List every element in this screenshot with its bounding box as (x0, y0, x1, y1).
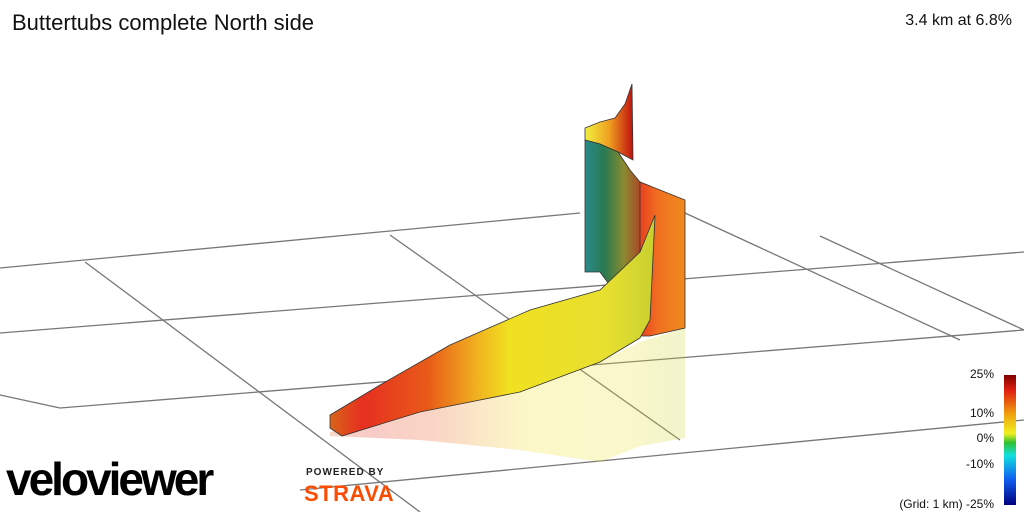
powered-by: POWERED BY (306, 467, 385, 478)
reflection (330, 328, 685, 462)
ribbon (329, 83, 686, 437)
legend-label: (Grid: 1 km) -25% (899, 497, 994, 511)
summary: 3.4 km at 6.8% (905, 12, 1012, 29)
legend-label: 10% (969, 406, 994, 420)
legend-label: -10% (965, 457, 994, 471)
logo: veloviewer (6, 453, 214, 505)
title: Buttertubs complete North side (12, 10, 315, 35)
color-scale (1004, 375, 1016, 505)
strava-logo: STRAVA (304, 481, 395, 506)
legend-label: 0% (976, 431, 994, 445)
legend-label: 25% (969, 367, 994, 381)
